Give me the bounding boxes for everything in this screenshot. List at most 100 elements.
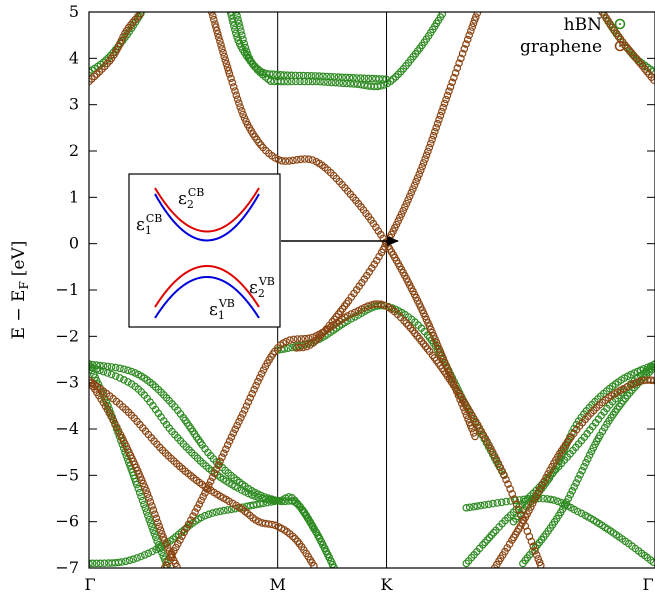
band-point	[139, 479, 148, 488]
band-point	[529, 542, 538, 551]
band-point	[562, 498, 571, 507]
band-point	[442, 95, 450, 104]
band-point	[254, 377, 262, 386]
band-point	[201, 489, 209, 497]
band-point	[184, 520, 193, 529]
band-point	[173, 562, 181, 568]
y-tick-label: 2	[69, 141, 79, 160]
band-point	[445, 87, 453, 96]
band-point	[488, 448, 497, 457]
band-point	[424, 147, 432, 156]
band-point	[237, 27, 245, 35]
band-point	[430, 127, 439, 136]
band-point	[503, 544, 512, 552]
band-point	[534, 488, 543, 497]
band-point	[239, 410, 247, 418]
band-point	[237, 413, 245, 422]
band-point	[402, 319, 411, 327]
band-point	[269, 70, 278, 79]
band-point	[410, 181, 419, 190]
band-point	[235, 417, 243, 426]
band-point	[150, 529, 159, 538]
band-point	[127, 367, 136, 376]
band-point	[367, 264, 376, 272]
band-point	[250, 385, 258, 394]
band-point	[310, 562, 318, 568]
band-point	[370, 260, 379, 269]
band-point	[218, 44, 226, 53]
legend-label-graphene: graphene	[520, 37, 602, 57]
band-point	[219, 48, 227, 57]
band-point	[462, 503, 471, 512]
band-point	[138, 496, 147, 505]
band-point	[174, 539, 182, 548]
band-point	[255, 373, 264, 382]
band-point	[489, 528, 498, 537]
band-point	[532, 492, 541, 501]
band-point	[222, 445, 230, 454]
band-point	[232, 91, 241, 100]
band-point	[111, 363, 120, 372]
band-point	[221, 56, 230, 64]
band-point	[189, 512, 197, 520]
band-point	[350, 80, 358, 88]
band-point	[580, 462, 588, 471]
band-point	[300, 77, 309, 86]
band-point	[582, 458, 590, 467]
band-point	[223, 63, 232, 72]
band-point	[339, 79, 347, 88]
band-point	[304, 155, 313, 164]
band-point	[346, 79, 355, 88]
band-point	[490, 452, 499, 460]
band-point	[471, 432, 479, 441]
band-point	[481, 538, 489, 547]
band-point	[296, 77, 304, 86]
band-point	[197, 496, 206, 505]
band-point	[436, 111, 445, 120]
band-point	[218, 453, 226, 462]
band-point	[373, 300, 382, 308]
y-tick-label: 5	[69, 2, 79, 21]
band-point	[237, 486, 246, 494]
band-point	[301, 334, 309, 343]
band-point	[428, 135, 436, 144]
y-axis-title-unit: [eV]	[9, 241, 29, 277]
band-point	[216, 507, 224, 516]
band-point	[180, 528, 189, 537]
band-point	[203, 485, 211, 493]
band-point	[282, 337, 291, 346]
band-point	[377, 300, 385, 309]
band-point	[220, 506, 228, 515]
band-point	[583, 455, 592, 463]
band-point	[502, 497, 511, 506]
band-point	[419, 159, 428, 167]
band-point	[478, 540, 487, 549]
band-point	[197, 513, 206, 522]
band-point	[484, 500, 493, 509]
band-point	[502, 475, 510, 484]
y-axis-title-main: E − E	[9, 290, 29, 340]
band-point	[418, 162, 427, 171]
band-point	[284, 493, 293, 501]
inset-vb1-curve	[154, 276, 260, 319]
band-point	[489, 499, 497, 508]
band-point	[525, 532, 534, 541]
band-point	[304, 334, 313, 343]
band-point	[308, 333, 317, 342]
band-point	[399, 206, 408, 215]
band-point	[347, 310, 356, 318]
band-point	[236, 23, 244, 31]
band-point	[212, 508, 221, 516]
band-point	[343, 312, 352, 320]
band-point	[450, 73, 458, 82]
band-point	[504, 480, 512, 488]
band-point	[572, 479, 581, 487]
band-point	[483, 536, 492, 544]
band-point	[234, 484, 242, 492]
band-point	[222, 59, 231, 68]
band-point	[137, 552, 145, 561]
band-point	[107, 370, 116, 379]
band-point	[242, 47, 251, 56]
band-point	[289, 156, 297, 165]
band-point	[220, 52, 229, 61]
